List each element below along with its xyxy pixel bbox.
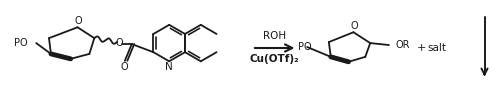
Text: OR: OR — [396, 40, 410, 50]
Text: PO: PO — [298, 42, 312, 52]
Text: ROH: ROH — [263, 31, 286, 41]
Text: Cu(OTf)₂: Cu(OTf)₂ — [250, 54, 300, 64]
Text: O: O — [74, 16, 82, 26]
Text: +: + — [416, 43, 426, 53]
Text: O: O — [350, 21, 358, 31]
Text: salt: salt — [428, 43, 446, 53]
Text: O: O — [115, 38, 123, 48]
Text: N: N — [166, 62, 173, 72]
Text: PO: PO — [14, 38, 27, 48]
Text: O: O — [120, 62, 128, 72]
